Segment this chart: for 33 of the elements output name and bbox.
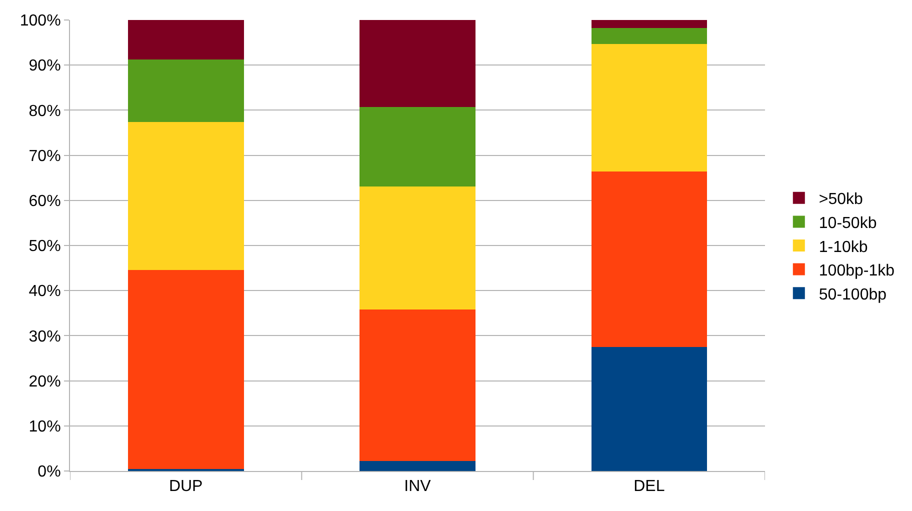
bar: [128, 20, 244, 60]
y-tick-label: 40%: [28, 283, 61, 300]
y-tick-label: 30%: [28, 328, 61, 346]
x-tick-label: DUP: [168, 478, 203, 496]
y-tick-label: 50%: [28, 238, 61, 256]
bar: [360, 107, 476, 186]
bar: [591, 28, 708, 44]
bar: [360, 186, 476, 310]
bar: [591, 172, 708, 347]
legend-label: 50-100bp: [818, 286, 887, 304]
bar: [128, 270, 244, 469]
bar: [591, 20, 708, 28]
y-tick-label: 0%: [38, 464, 61, 481]
y-tick-label: 20%: [28, 373, 61, 390]
y-tick-label: 100%: [20, 12, 61, 30]
legend-label: 100bp-1kb: [818, 262, 895, 280]
bar: [591, 346, 708, 471]
bar: [360, 461, 476, 471]
bar: [128, 122, 244, 270]
legend-label: 1-10kb: [818, 238, 868, 256]
y-tick-label: 10%: [28, 418, 61, 436]
y-tick-label: 90%: [28, 58, 61, 75]
bar: [591, 44, 708, 172]
legend-label: >50kb: [818, 191, 864, 208]
y-tick-label: 80%: [28, 102, 61, 120]
bar: [360, 20, 476, 108]
y-tick-label: 60%: [28, 193, 61, 210]
bar: [360, 310, 476, 462]
x-tick-label: INV: [404, 478, 432, 496]
y-tick-label: 70%: [28, 148, 61, 165]
legend-label: 10-50kb: [818, 214, 877, 232]
x-tick-label: DEL: [634, 478, 665, 496]
bar: [128, 60, 244, 122]
